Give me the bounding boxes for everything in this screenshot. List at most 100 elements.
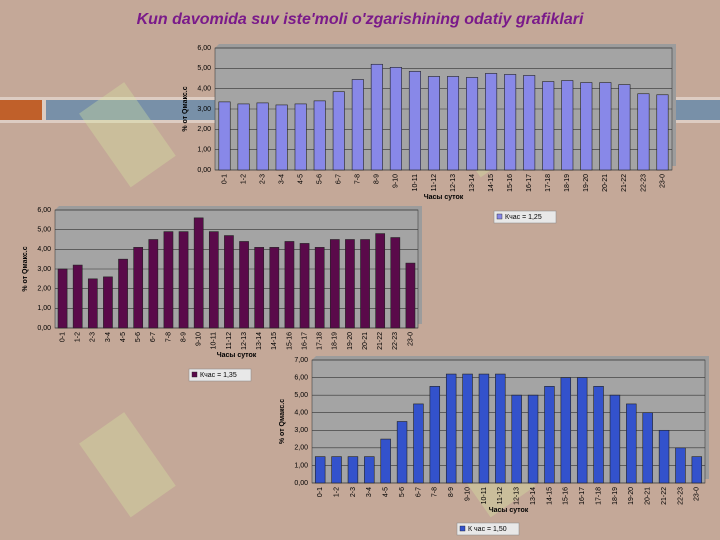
legend-swatch [459, 525, 466, 532]
bar [118, 258, 128, 329]
x-tick-label: 19-20 [628, 487, 635, 505]
x-tick-label: 8-9 [374, 174, 381, 184]
bar [275, 104, 288, 171]
x-tick-label: 14-15 [546, 487, 553, 505]
x-tick-label: 22-23 [640, 174, 647, 192]
band-block [0, 100, 42, 120]
x-tick-label: 13-14 [256, 332, 263, 350]
x-tick-label: 21-22 [621, 174, 628, 192]
x-tick-label: 16-17 [526, 174, 533, 192]
bar [462, 373, 473, 484]
x-tick-label: 0-1 [221, 174, 228, 184]
x-tick-label: 9-10 [196, 332, 203, 346]
x-tick-label: 10-11 [481, 487, 488, 504]
bar [72, 264, 83, 329]
bar [504, 74, 517, 171]
y-tick-label: 0,00 [294, 480, 308, 487]
y-tick-label: 1,00 [294, 462, 308, 469]
bar [218, 101, 231, 171]
bar [542, 81, 555, 171]
bar [427, 76, 440, 171]
bar [269, 247, 280, 329]
bar [163, 231, 174, 329]
bar [314, 247, 325, 329]
bar [511, 394, 522, 484]
bar [495, 373, 506, 484]
x-tick-label: 0-1 [59, 332, 66, 342]
bar [408, 71, 421, 171]
x-tick-label: 5-6 [135, 332, 142, 342]
bar [389, 67, 402, 171]
bar [445, 373, 457, 484]
bar [87, 278, 98, 329]
x-tick-label: 21-22 [377, 332, 384, 350]
y-tick-label: 6,00 [37, 207, 51, 214]
bar [370, 63, 383, 171]
legend-label: К час = 1,50 [468, 526, 507, 533]
bar [103, 276, 113, 329]
bar [413, 403, 424, 484]
bar [447, 76, 460, 171]
legend-label: Кчас = 1,25 [505, 214, 542, 221]
x-tick-label: 7-8 [355, 174, 362, 184]
x-tick-label: 11-12 [431, 174, 438, 191]
x-tick-label: 12-13 [241, 332, 248, 350]
bar [478, 373, 490, 484]
x-tick-label: 6-7 [415, 487, 422, 497]
y-tick-label: 2,00 [37, 286, 51, 293]
bar [642, 412, 653, 484]
x-tick-label: 17-18 [545, 174, 552, 192]
x-tick-label: 4-5 [298, 174, 305, 184]
x-tick-label: 18-19 [332, 332, 339, 350]
x-tick-label: 12-13 [514, 487, 521, 505]
x-tick-label: 15-16 [507, 174, 514, 192]
x-tick-label: 2-3 [90, 332, 97, 342]
x-tick-label: 15-16 [286, 332, 293, 350]
bar [691, 456, 703, 484]
x-tick-label: 14-15 [488, 174, 495, 192]
bar [618, 84, 631, 171]
x-tick-label: 6-7 [336, 174, 343, 184]
bar [347, 456, 359, 484]
bar [580, 82, 593, 171]
y-tick-label: 1,00 [197, 147, 211, 154]
x-tick-label: 0-1 [317, 487, 324, 497]
bar [637, 93, 650, 171]
x-tick-label: 5-6 [317, 174, 324, 184]
x-tick-label: 10-11 [211, 332, 218, 349]
x-tick-label: 22-23 [677, 487, 684, 505]
x-axis-label: Часы суток [217, 352, 257, 359]
x-tick-label: 17-18 [317, 332, 324, 350]
x-tick-label: 13-14 [469, 174, 476, 192]
y-tick-label: 5,00 [37, 227, 51, 234]
y-tick-label: 5,00 [294, 392, 308, 399]
bar [675, 447, 686, 484]
y-tick-label: 1,00 [37, 305, 51, 312]
y-tick-label: 4,00 [294, 410, 308, 417]
bar [294, 103, 307, 171]
y-tick-label: 6,00 [294, 374, 308, 381]
x-tick-label: 23-0 [407, 332, 414, 346]
bar [133, 247, 144, 329]
bar [375, 233, 386, 329]
bar [178, 231, 189, 329]
x-tick-label: 3-4 [278, 174, 285, 184]
bar [284, 241, 295, 329]
x-tick-label: 8-9 [448, 487, 455, 497]
bar [466, 77, 479, 171]
bar [405, 262, 416, 329]
x-tick-label: 16-17 [301, 332, 308, 350]
y-axis-label: % от Qмакс.с [22, 246, 29, 291]
legend-box [493, 210, 557, 224]
y-tick-label: 3,00 [197, 106, 211, 113]
x-tick-label: 11-12 [497, 487, 504, 504]
x-tick-label: 4-5 [383, 487, 390, 497]
page-title: Kun davomida suv iste'moli o'zgarishinin… [137, 11, 584, 28]
bar [656, 94, 669, 171]
bar [254, 247, 265, 329]
x-tick-label: 2-3 [259, 174, 266, 184]
y-tick-label: 2,00 [294, 445, 308, 452]
y-tick-label: 6,00 [197, 45, 211, 52]
bar [57, 268, 68, 329]
